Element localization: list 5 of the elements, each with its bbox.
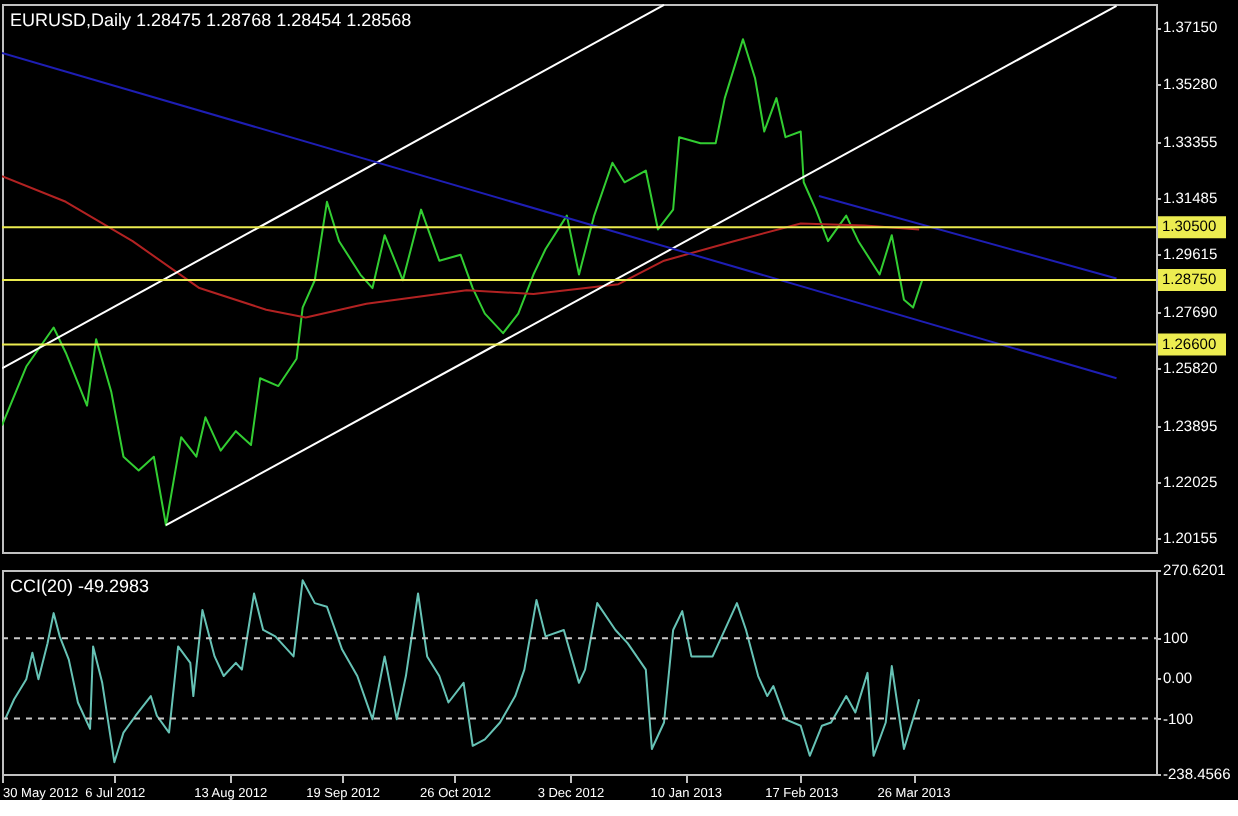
line-series [2,175,921,319]
line-series [4,579,921,764]
chart-title: EURUSD,Daily 1.28475 1.28768 1.28454 1.28568 [10,10,412,30]
line-series [2,38,924,527]
chart-title: CCI(20) -49.2983 [10,576,150,596]
